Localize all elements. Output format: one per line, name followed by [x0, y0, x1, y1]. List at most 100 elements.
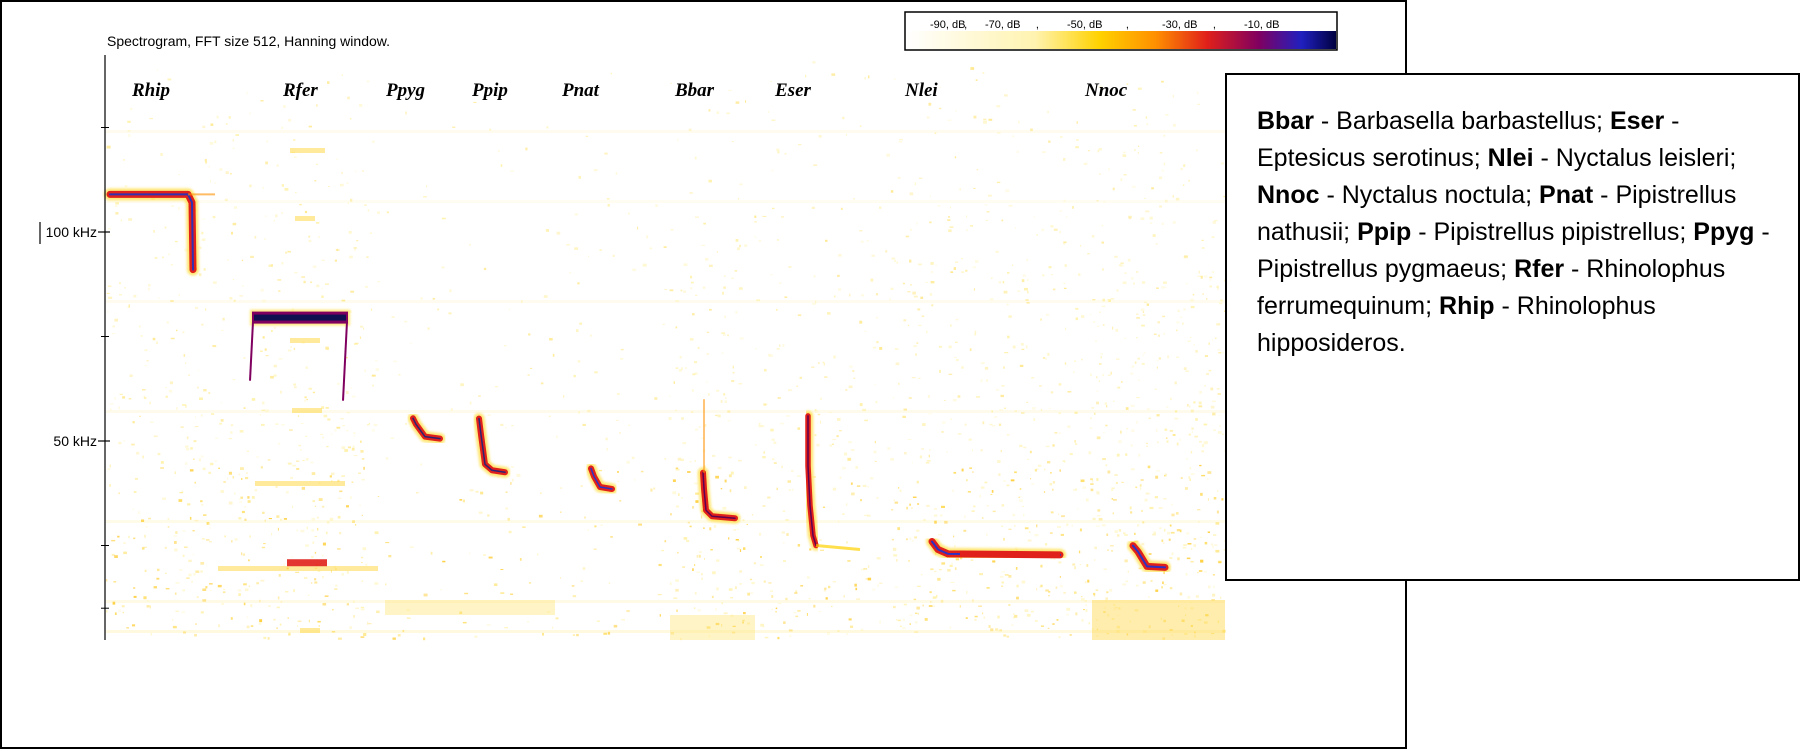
noise-speck	[1114, 474, 1118, 476]
noise-speck	[556, 435, 558, 438]
noise-speck	[1216, 510, 1219, 514]
noise-speck	[153, 586, 157, 589]
noise-speck	[322, 542, 326, 546]
noise-speck	[1040, 318, 1042, 321]
noise-speck	[361, 478, 365, 481]
noise-speck	[320, 433, 324, 435]
noise-speck	[1003, 634, 1007, 637]
noise-speck	[747, 622, 750, 625]
noise-speck	[1217, 349, 1221, 351]
noise-speck	[928, 413, 932, 415]
noise-speck	[1079, 528, 1082, 532]
noise-speck	[365, 563, 368, 566]
noise-speck	[1057, 526, 1061, 528]
noise-speck	[1182, 184, 1185, 186]
noise-speck	[1181, 619, 1185, 622]
noise-speck	[505, 507, 509, 510]
noise-speck	[959, 605, 961, 608]
noise-speck	[367, 209, 370, 212]
noise-speck	[788, 389, 792, 392]
legend-name: - Nyctalus noctula;	[1319, 181, 1533, 209]
noise-speck	[480, 491, 484, 495]
noise-speck	[195, 623, 197, 625]
noise-speck	[360, 440, 362, 443]
noise-speck	[160, 153, 163, 156]
noise-speck	[287, 462, 292, 465]
noise-speck	[284, 188, 289, 191]
noise-speck	[769, 354, 773, 357]
noise-speck	[1163, 134, 1166, 137]
noise-speck	[1008, 528, 1012, 530]
noise-speck	[1115, 481, 1118, 484]
noise-speck	[1109, 588, 1113, 592]
noise-speck	[797, 544, 801, 547]
noise-speck	[743, 612, 746, 615]
noise-speck	[500, 592, 505, 594]
noise-speck	[594, 371, 598, 374]
noise-speck	[1170, 531, 1175, 534]
noise-speck	[488, 556, 493, 559]
noise-speck	[658, 563, 662, 567]
legend-code: Nnoc	[1257, 181, 1320, 209]
noise-speck	[1047, 627, 1050, 629]
noise-speck	[311, 555, 314, 559]
noise-speck	[842, 116, 845, 120]
noise-speck	[982, 612, 984, 615]
noise-speck	[543, 295, 548, 298]
noise-speck	[171, 205, 174, 207]
noise-speck	[1145, 210, 1150, 213]
noise-speck	[1015, 567, 1018, 570]
noise-speck	[910, 507, 913, 509]
noise-speck	[902, 415, 906, 418]
noise-speck	[1185, 370, 1189, 372]
noise-speck	[1152, 533, 1156, 536]
noise-floor	[670, 615, 755, 640]
noise-speck	[1025, 345, 1028, 349]
noise-speck	[808, 598, 811, 600]
noise-speck	[143, 397, 147, 400]
noise-speck	[1096, 436, 1101, 440]
noise-speck	[692, 568, 694, 571]
noise-speck	[420, 297, 423, 300]
noise-speck	[843, 595, 845, 598]
noise-speck	[832, 438, 837, 441]
noise-speck	[1001, 525, 1004, 527]
noise-speck	[604, 152, 608, 155]
noise-speck	[789, 634, 792, 637]
noise-speck	[610, 536, 613, 538]
noise-speck	[335, 584, 338, 587]
noise-speck	[742, 519, 745, 522]
noise-speck	[876, 341, 879, 344]
noise-speck	[338, 497, 342, 499]
noise-speck	[579, 322, 582, 325]
noise-speck	[930, 262, 934, 265]
noise-speck	[214, 182, 217, 184]
noise-speck	[1116, 614, 1120, 617]
noise-speck	[1066, 216, 1068, 218]
noise-speck	[961, 258, 963, 260]
noise-speck	[265, 215, 267, 217]
noise-speck	[684, 90, 687, 92]
noise-speck	[822, 506, 826, 508]
noise-speck	[846, 541, 849, 544]
noise-speck	[1007, 335, 1010, 339]
noise-speck	[270, 375, 274, 379]
noise-speck	[210, 123, 214, 126]
noise-speck	[283, 105, 286, 108]
noise-speck	[672, 491, 677, 495]
noise-speck	[969, 348, 972, 351]
noise-speck	[175, 610, 180, 612]
noise-speck	[1216, 323, 1221, 326]
noise-speck	[374, 582, 379, 585]
noise-speck	[123, 542, 126, 544]
noise-speck	[1059, 576, 1061, 578]
noise-speck	[874, 460, 877, 462]
noise-speck	[675, 467, 679, 469]
noise-speck	[680, 497, 683, 499]
noise-speck	[1075, 443, 1078, 445]
noise-speck	[360, 450, 364, 453]
noise-speck	[341, 171, 343, 175]
noise-speck	[950, 418, 952, 420]
noise-speck	[675, 579, 679, 582]
noise-speck	[189, 516, 192, 520]
